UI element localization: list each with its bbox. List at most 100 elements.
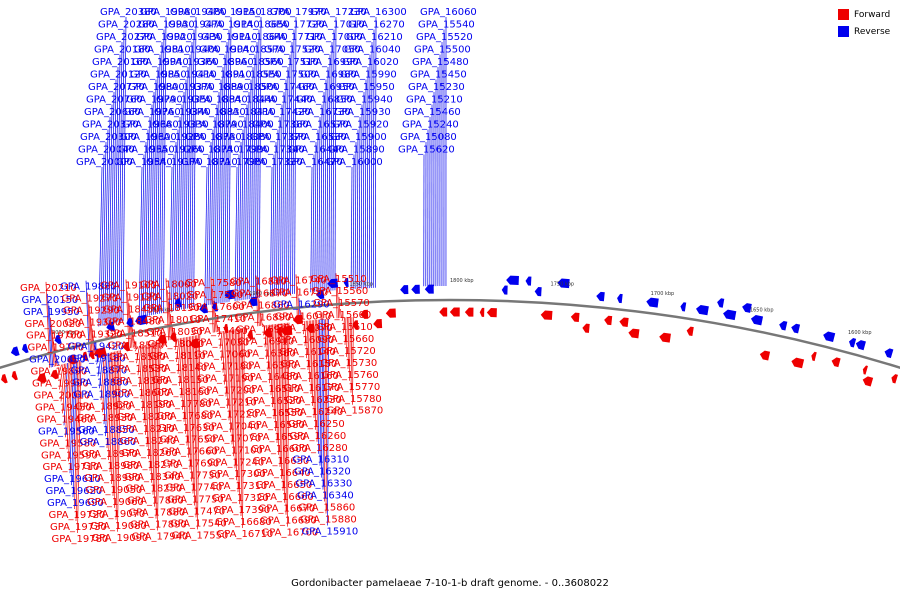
leader-line [197,334,201,530]
forward-gene-arrow [759,350,771,361]
gene-label: GPA_20380 [100,7,157,18]
leader-line [187,54,191,309]
gene-label: GPA_15890 [328,145,385,156]
gene-label: GPA_19600 [120,132,177,143]
leader-line [240,129,244,301]
leader-line [120,29,125,322]
gene-label: GPA_18260 [121,448,178,459]
leader-line [136,346,140,364]
gene-label: GPA_17000 [306,32,363,43]
gene-label: GPA_16590 [250,432,307,443]
forward-gene-arrow [247,330,254,340]
leader-line [258,16,262,298]
leader-line [183,79,187,310]
leader-line [272,324,275,408]
gene-label: GPA_19290 [63,306,120,317]
gene-label: GPA_16510 [244,384,301,395]
gene-label: GPA_19780 [52,534,109,545]
gene-label: GPA_18200 [117,412,174,423]
leader-line [230,329,233,433]
gene-label: GPA_17300 [209,469,266,480]
gene-label: GPA_17520 [264,45,321,56]
gene-label: GPA_15460 [404,107,461,118]
leader-line [246,91,250,300]
gene-label: GPA_16810 [230,277,287,288]
leader-line [276,129,279,296]
leader-line [212,116,216,305]
leader-line [236,328,239,481]
gene-label: GPA_17720 [268,20,325,31]
gene-label: GPA_15230 [408,82,465,93]
forward-gene-arrow [157,334,167,345]
leader-line [175,129,179,311]
forward-gene-arrow [189,338,200,349]
gene-label: GPA_18450 [103,304,160,315]
gene-label: GPA_18250 [126,484,183,495]
gene-label: GPA_16000 [326,157,383,168]
leader-line [181,91,185,310]
gene-label: GPA_15940 [336,95,393,106]
leader-line [350,166,353,290]
gene-label: GPA_16950 [298,82,355,93]
leader-line [225,330,229,397]
gene-label: GPA_19300 [65,318,122,329]
leader-line [152,79,157,315]
gene-label: GPA_17220 [202,409,259,420]
leader-line [314,141,317,292]
leader-line [252,54,256,299]
gene-label: GPA_19920 [136,32,193,43]
gene-label: GPA_19090 [92,533,149,544]
gene-label: GPA_19050 [86,485,143,496]
gene-label: GPA_17010 [308,20,365,31]
leader-line [104,129,109,326]
leader-line [108,104,113,325]
leader-line [191,335,195,482]
leader-line [143,344,148,423]
leader-line [114,350,118,508]
forward-gene-arrow [862,365,868,375]
gene-label: GPA_17240 [208,457,265,468]
gene-label: GPA_16230 [285,395,342,406]
leader-line [260,311,263,326]
reverse-gene-arrow [596,291,605,302]
gene-label: GPA_17100 [206,445,263,456]
leader-line [193,16,197,308]
gene-label: GPA_17340 [248,145,305,156]
gene-label: GPA_19560 [38,426,95,437]
leader-line [177,338,181,374]
gene-label: GPA_18020 [142,291,199,302]
gene-label: GPA_18550 [225,70,282,81]
gene-label: GPA_20210 [20,283,77,294]
gene-label: GPA_18920 [75,401,132,412]
gene-label: GPA_18130 [143,303,200,314]
gene-label: GPA_18410 [219,107,276,118]
leader-line [330,41,333,291]
leader-line [71,361,76,486]
gene-label: GPA_19690 [47,498,104,509]
gene-label: GPA_16600 [251,444,308,455]
leader-line [321,319,324,478]
gene-label: GPA_19370 [158,82,215,93]
gene-label: GPA_16310 [293,455,350,466]
leader-line [221,330,224,361]
leader-line [303,320,306,335]
leader-line [227,330,230,409]
gene-label: GPA_16210 [346,32,403,43]
gene-label: GPA_16290 [273,299,330,310]
leader-line [179,104,183,310]
gene-label: GPA_19850 [130,70,187,81]
leader-line [206,154,210,306]
gene-label: GPA_16340 [297,491,354,502]
gene-label: GPA_18990 [84,473,141,484]
leader-line [102,353,107,413]
gene-label: GPA_15870 [327,406,384,417]
leader-line [332,29,335,291]
gene-label: GPA_17390 [214,505,271,516]
leader-line [171,154,175,312]
leader-line [304,320,307,347]
leader-line [236,154,240,301]
leader-line [344,317,347,345]
leader-line [112,79,117,324]
gene-label: GPA_17200 [199,386,256,397]
gene-label: GPA_18440 [221,95,278,106]
